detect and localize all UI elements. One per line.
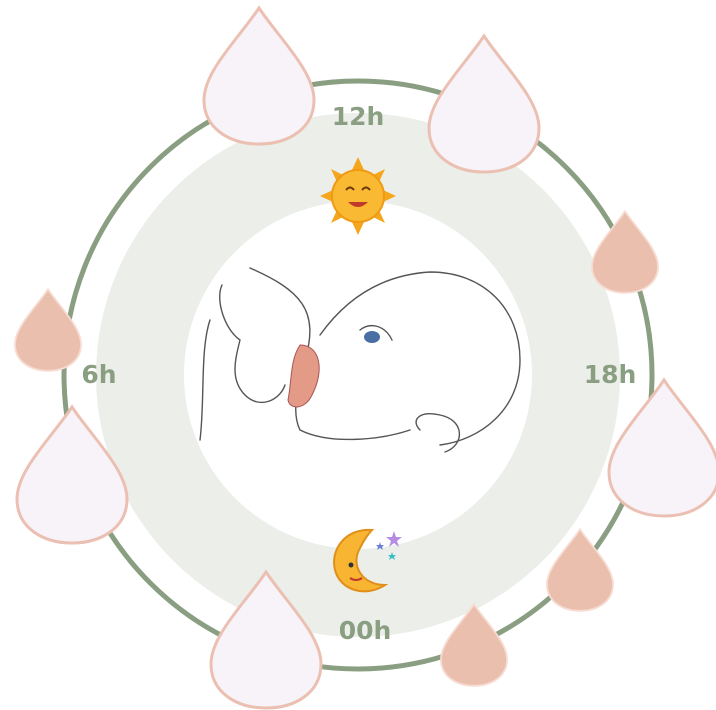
drop <box>429 36 539 172</box>
hour-label: 18h <box>584 360 637 389</box>
hour-label: 6h <box>81 360 116 389</box>
hour-label: 12h <box>332 102 385 131</box>
feeding-clock: 12h 6h 18h 00h <box>0 0 716 710</box>
inner-circle <box>184 201 532 549</box>
drop <box>204 8 314 144</box>
hour-label: 00h <box>339 616 392 645</box>
